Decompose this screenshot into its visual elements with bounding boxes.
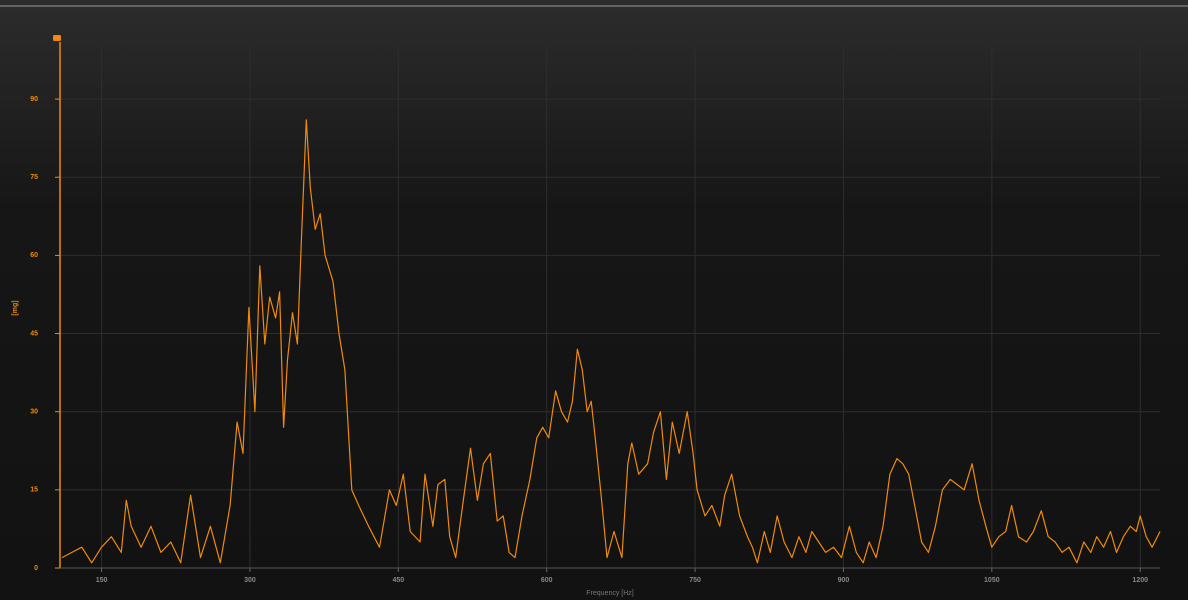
y-tick-label: 90 [30, 96, 38, 103]
x-tick-label: 300 [244, 577, 256, 584]
y-axis-label: [mg] [12, 300, 19, 315]
x-tick-label: 450 [392, 577, 404, 584]
x-tick-label: 600 [541, 577, 553, 584]
x-tick-label: 150 [96, 577, 108, 584]
x-tick-label: 900 [838, 577, 850, 584]
y-tick-label: 75 [30, 174, 38, 181]
y-tick-label: 30 [30, 409, 38, 416]
x-axis-label: Frequency [Hz] [586, 590, 634, 597]
x-tick-label: 1200 [1132, 577, 1148, 584]
legend-swatch [53, 35, 61, 41]
y-tick-label: 15 [30, 487, 38, 494]
y-tick-label: 60 [30, 252, 38, 259]
x-tick-label: 750 [689, 577, 701, 584]
data-line [61, 119, 1161, 564]
y-tick-label: 45 [30, 330, 38, 337]
y-tick-label: 0 [34, 565, 38, 572]
x-tick-label: 1050 [984, 577, 1000, 584]
